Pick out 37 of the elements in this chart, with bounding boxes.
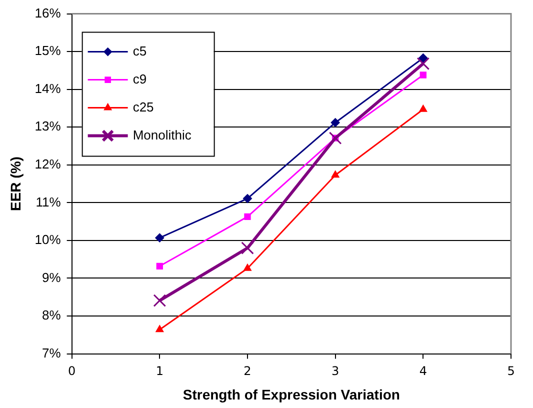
point [330, 118, 340, 128]
x-tick-label: 5 [507, 364, 515, 378]
point [331, 170, 340, 178]
y-tick-label: 8% [42, 308, 62, 323]
y-tick-label: 16% [34, 5, 62, 20]
point [156, 262, 163, 270]
point [244, 264, 252, 271]
point [242, 194, 252, 204]
point [418, 54, 428, 62]
y-axis-title: EER (%) [7, 156, 24, 212]
point [416, 57, 430, 70]
point [156, 325, 164, 332]
legend-label: c5 [132, 43, 147, 58]
point [328, 132, 342, 144]
y-tick-label: 11% [36, 194, 62, 210]
x-tick-label: 3 [332, 364, 340, 378]
y-tick-label: 7% [42, 345, 62, 360]
y-tick-label: 15% [34, 43, 62, 58]
x-tick-label: 1 [156, 364, 164, 378]
y-tick-label: 10% [34, 232, 62, 248]
y-tick-label: 13% [34, 118, 62, 134]
y-tick-label: 14% [34, 80, 62, 96]
y-tick-label: 9% [42, 270, 62, 285]
legend-label: c9 [132, 71, 147, 86]
x-tick-label: 4 [419, 364, 427, 378]
point [419, 104, 428, 112]
point [155, 233, 164, 242]
x-axis-title: Strength of Expression Variation [182, 386, 400, 402]
y-tick-label: 12% [34, 156, 62, 172]
point [420, 72, 426, 78]
x-tick-label: 2 [244, 364, 252, 378]
point [244, 213, 251, 220]
legend-label: c25 [132, 99, 154, 114]
point [153, 294, 166, 307]
x-tick-label: 0 [68, 364, 76, 378]
legend-label: Monolithic [132, 127, 192, 142]
point [241, 242, 254, 254]
